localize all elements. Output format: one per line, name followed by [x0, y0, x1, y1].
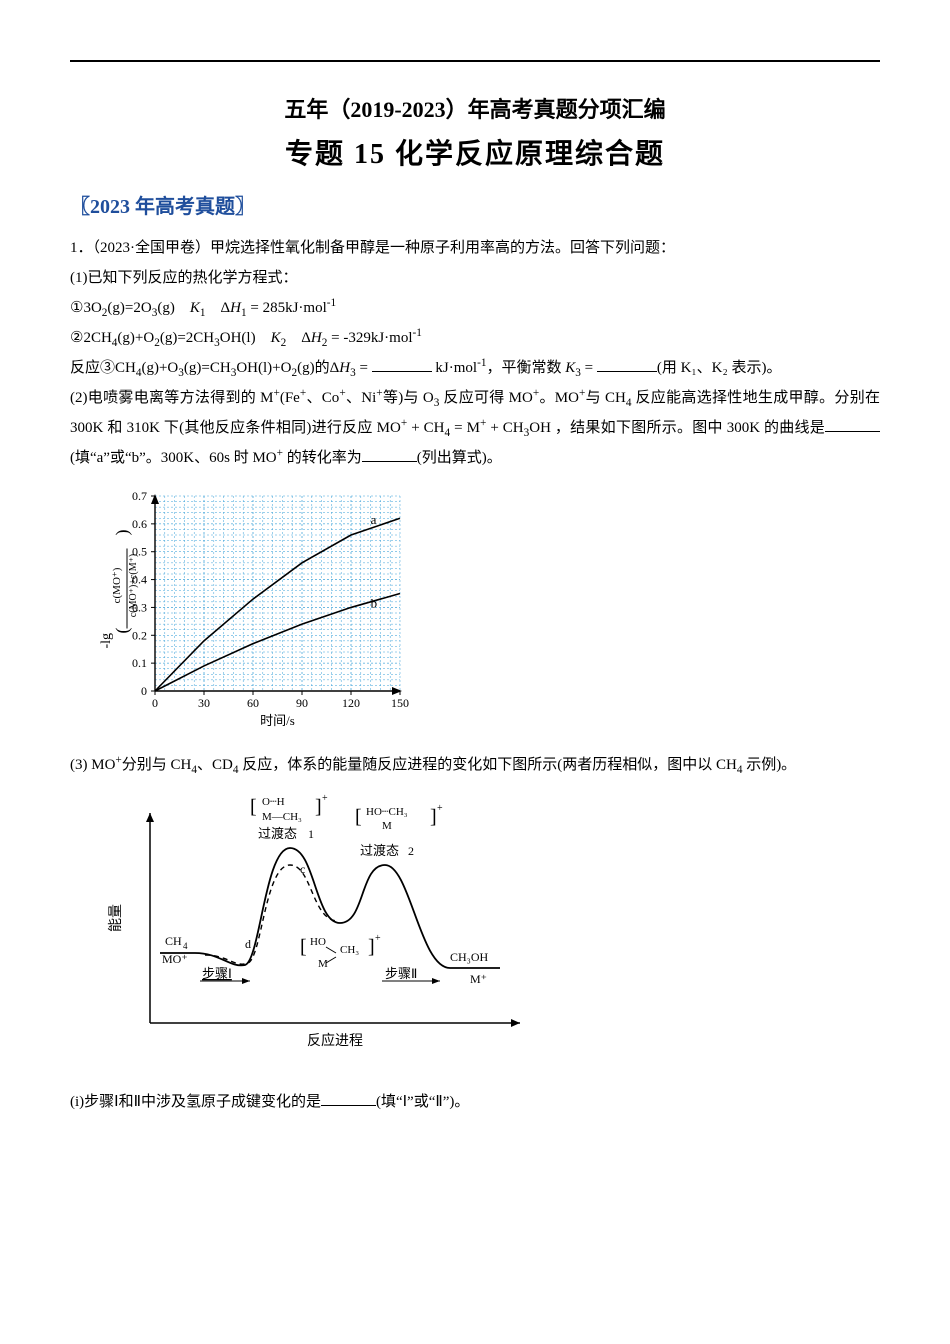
- blank-curve: [825, 416, 880, 432]
- svg-text:2: 2: [408, 844, 414, 858]
- q1-stem: 1．（2023·全国甲卷）甲烷选择性氧化制备甲醇是一种原子利用率高的方法。回答下…: [70, 233, 880, 263]
- blank-k3: [597, 356, 657, 372]
- eq3: 反应③CH4(g)+O3(g)=CH3OH(l)+O2(g)的ΔH3 = kJ·…: [70, 353, 880, 383]
- svg-text:]: ]: [315, 796, 322, 818]
- svg-text:HO┄CH₃: HO┄CH₃: [366, 806, 408, 818]
- svg-text:+: +: [437, 803, 443, 814]
- svg-text:+: +: [375, 933, 381, 944]
- svg-text:CH: CH: [165, 934, 182, 948]
- svg-text:0: 0: [152, 696, 158, 710]
- svg-text:+: +: [322, 793, 328, 804]
- top-rule: [70, 60, 880, 62]
- svg-text:): ): [112, 530, 133, 536]
- chart-1: 030609012015000.10.20.30.40.50.60.7时间/s-…: [100, 481, 880, 742]
- svg-text:步骤Ⅰ: 步骤Ⅰ: [202, 966, 232, 981]
- svg-text:过渡态: 过渡态: [360, 843, 399, 858]
- p3i-body: (i)步骤Ⅰ和Ⅱ中涉及氢原子成键变化的是: [70, 1094, 321, 1110]
- diagram-2: 反应进程能量CH4MO⁺步骤Ⅰ过渡态1cd[]+O┄HM—CH₃过渡态2[]+H…: [100, 788, 880, 1079]
- svg-text:[: [: [300, 936, 307, 958]
- eq3-pre: 反应③: [70, 360, 115, 376]
- eq1: ①3O2(g)=2O3(g) K1 ΔH1 = 285kJ·mol-1: [70, 293, 880, 323]
- svg-text:60: 60: [247, 696, 259, 710]
- svg-text:150: 150: [391, 696, 409, 710]
- eq2-num: ②: [70, 330, 83, 346]
- eq1-num: ①: [70, 300, 83, 316]
- svg-text:M—CH₃: M—CH₃: [262, 811, 302, 823]
- svg-text:(: (: [112, 628, 133, 634]
- q1-p3i: (i)步骤Ⅰ和Ⅱ中涉及氢原子成键变化的是 (填“Ⅰ”或“Ⅱ”)。: [70, 1087, 880, 1117]
- svg-text:b: b: [371, 595, 378, 610]
- svg-text:HO: HO: [310, 936, 326, 948]
- svg-text:c(MO⁺)+c(M⁺): c(MO⁺)+c(M⁺): [128, 554, 139, 617]
- svg-text:CH₃: CH₃: [340, 944, 359, 956]
- svg-text:O┄H: O┄H: [262, 796, 285, 808]
- svg-text:0.6: 0.6: [132, 517, 147, 531]
- svg-text:4: 4: [183, 941, 188, 951]
- question-body: 1．（2023·全国甲卷）甲烷选择性氧化制备甲醇是一种原子利用率高的方法。回答下…: [70, 233, 880, 1117]
- svg-text:90: 90: [296, 696, 308, 710]
- svg-text:时间/s: 时间/s: [260, 713, 295, 728]
- svg-text:[: [: [250, 796, 257, 818]
- svg-text:CH₃OH: CH₃OH: [450, 950, 489, 964]
- eq2: ②2CH4(g)+O2(g)=2CH3OH(l) K2 ΔH2 = ‑329kJ…: [70, 323, 880, 353]
- svg-text:M: M: [382, 820, 392, 832]
- p3i-after: (填“Ⅰ”或“Ⅱ”)。: [376, 1094, 469, 1110]
- chart1-svg: 030609012015000.10.20.30.40.50.60.7时间/s-…: [100, 481, 420, 731]
- svg-text:0.2: 0.2: [132, 628, 147, 642]
- svg-text:-lg: -lg: [100, 633, 114, 649]
- svg-text:步骤Ⅱ: 步骤Ⅱ: [385, 966, 417, 981]
- doc-title-1: 五年（2019-2023）年高考真题分项汇编: [70, 92, 880, 124]
- blank-step: [321, 1090, 376, 1106]
- svg-text:能量: 能量: [108, 904, 124, 932]
- svg-text:0: 0: [141, 684, 147, 698]
- q1-p1-intro: (1)已知下列反应的热化学方程式：: [70, 263, 880, 293]
- p2-after1: (填“a”或“b”。300K、60s 时 MO+ 的转化率为: [70, 450, 362, 466]
- svg-text:30: 30: [198, 696, 210, 710]
- svg-text:c(MO⁺): c(MO⁺): [111, 567, 123, 603]
- doc-title-2: 专题 15 化学反应原理综合题: [70, 132, 880, 172]
- svg-text:MO⁺: MO⁺: [162, 952, 188, 966]
- svg-text:0.7: 0.7: [132, 489, 147, 503]
- eq3-tail: (用 K₁、K₂ 表示)。: [657, 360, 782, 376]
- svg-text:]: ]: [368, 936, 375, 958]
- q1-p3: (3) MO+分别与 CH4、CD4 反应，体系的能量随反应进程的变化如下图所示…: [70, 750, 880, 780]
- section-header: 〖2023 年高考真题〗: [70, 190, 880, 219]
- page: 五年（2019-2023）年高考真题分项汇编 专题 15 化学反应原理综合题 〖…: [0, 0, 950, 1157]
- svg-text:0.1: 0.1: [132, 656, 147, 670]
- svg-text:[: [: [355, 806, 362, 828]
- p2-after2: (列出算式)。: [417, 450, 502, 466]
- svg-text:120: 120: [342, 696, 360, 710]
- svg-text:d: d: [245, 937, 251, 951]
- svg-text:M⁺: M⁺: [470, 972, 487, 986]
- svg-text:过渡态: 过渡态: [258, 826, 297, 841]
- svg-text:反应进程: 反应进程: [307, 1032, 363, 1049]
- blank-dh3: [372, 356, 432, 372]
- svg-text:1: 1: [308, 827, 314, 841]
- svg-text:c: c: [300, 862, 305, 876]
- svg-text:M: M: [318, 958, 328, 970]
- q1-p2: (2)电喷雾电离等方法得到的 M+(Fe+、Co+、Ni+等)与 O3 反应可得…: [70, 383, 880, 473]
- diag2-svg: 反应进程能量CH4MO⁺步骤Ⅰ过渡态1cd[]+O┄HM—CH₃过渡态2[]+H…: [100, 788, 540, 1068]
- p2-body: (2)电喷雾电离等方法得到的 M+(Fe+、Co+、Ni+等)与 O3 反应可得…: [70, 390, 880, 436]
- svg-text:a: a: [371, 512, 377, 527]
- svg-text:]: ]: [430, 806, 437, 828]
- blank-conv: [362, 446, 417, 462]
